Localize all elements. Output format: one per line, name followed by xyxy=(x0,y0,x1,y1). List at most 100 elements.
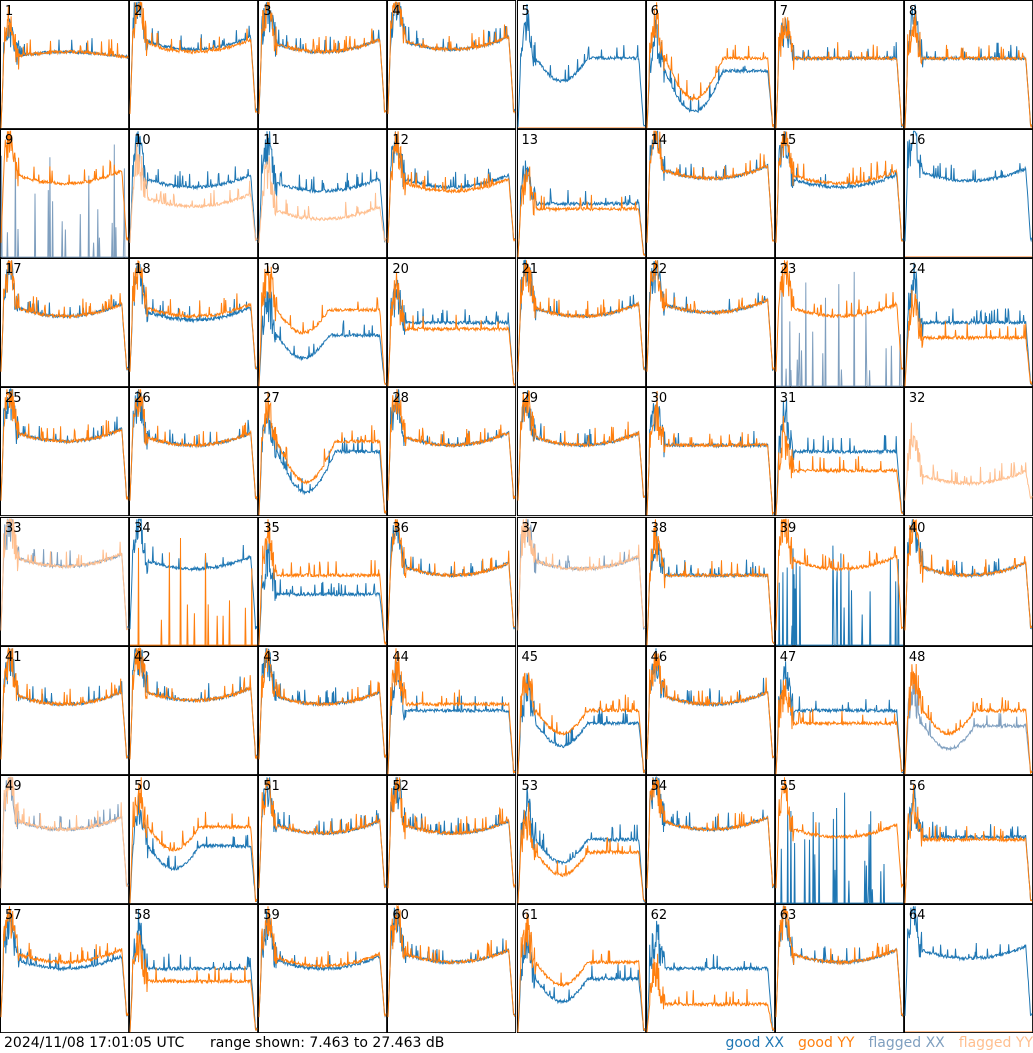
tile-frame xyxy=(645,0,775,130)
antenna-tile-13 xyxy=(516,129,646,259)
tile-frame xyxy=(903,129,1033,259)
antenna-tile-49 xyxy=(0,774,130,904)
tile-frame xyxy=(0,387,130,517)
antenna-tile-22 xyxy=(645,258,775,388)
yy-series xyxy=(775,518,904,630)
antenna-tile-30 xyxy=(645,387,775,517)
tile-frame xyxy=(0,516,130,646)
xx-series xyxy=(387,280,516,387)
antenna-tile-61 xyxy=(516,903,646,1033)
antenna-tile-63 xyxy=(774,903,904,1033)
xx-series xyxy=(775,792,903,904)
yy-series xyxy=(0,776,129,889)
xx-series xyxy=(517,786,645,903)
yy-series xyxy=(646,260,775,372)
yy-series xyxy=(129,777,258,903)
antenna-tile-12 xyxy=(387,129,517,259)
xx-series xyxy=(129,131,258,242)
antenna-tile-6 xyxy=(645,0,775,130)
tile-frame xyxy=(774,516,904,646)
yy-series xyxy=(646,518,775,645)
xx-series xyxy=(517,928,645,1032)
antenna-tile-11 xyxy=(258,129,388,259)
xx-series xyxy=(129,264,258,371)
antenna-tile-8 xyxy=(903,0,1033,130)
yy-series xyxy=(129,260,258,372)
tile-frame xyxy=(516,258,646,388)
antenna-tile-39 xyxy=(774,516,904,646)
tile-frame xyxy=(516,387,646,517)
yy-series xyxy=(0,389,129,501)
yy-series xyxy=(387,1,516,114)
yy-series xyxy=(387,272,516,387)
yy-series xyxy=(0,130,129,243)
antenna-tile-47 xyxy=(774,645,904,775)
tile-frame xyxy=(903,516,1033,646)
antenna-tile-9 xyxy=(0,129,130,259)
antenna-tile-17 xyxy=(0,258,130,388)
antenna-tile-26 xyxy=(129,387,259,517)
xx-series xyxy=(904,130,1033,243)
tile-frame xyxy=(387,516,517,646)
tile-frame xyxy=(516,129,646,259)
xx-series xyxy=(0,144,129,258)
tile-frame xyxy=(129,387,259,517)
tile-frame xyxy=(903,903,1033,1033)
yy-series xyxy=(775,777,904,888)
xx-series xyxy=(646,130,774,242)
antenna-tile-27 xyxy=(258,387,388,517)
tile-frame xyxy=(387,258,517,388)
antenna-tile-19 xyxy=(258,258,388,388)
tile-frame xyxy=(0,129,130,259)
xx-series xyxy=(0,907,129,1017)
tile-frame xyxy=(774,387,904,517)
antenna-tile-28 xyxy=(387,387,517,517)
yy-series xyxy=(258,266,387,387)
tile-frame xyxy=(903,0,1033,130)
xx-series xyxy=(258,1,387,113)
xx-series xyxy=(904,906,1033,1016)
antenna-tile-25 xyxy=(0,387,130,517)
tile-frame xyxy=(129,903,259,1033)
yy-series xyxy=(258,1,387,114)
antenna-tile-55 xyxy=(774,774,904,904)
xx-series xyxy=(129,518,258,629)
xx-series xyxy=(646,647,775,759)
xx-series xyxy=(129,1,258,114)
antenna-tile-37 xyxy=(516,516,646,646)
xx-series xyxy=(775,18,904,128)
tile-frame xyxy=(516,903,646,1033)
yy-series xyxy=(0,646,129,760)
tile-frame xyxy=(129,129,259,259)
tile-frame xyxy=(645,774,775,904)
antenna-tile-16 xyxy=(903,129,1033,259)
tile-frame xyxy=(903,387,1033,517)
tile-frame xyxy=(774,645,904,775)
antenna-tile-18 xyxy=(129,258,259,388)
yy-series xyxy=(904,663,1033,774)
xx-series xyxy=(387,131,516,242)
tile-frame xyxy=(774,129,904,259)
antenna-tile-3 xyxy=(258,0,388,130)
yy-series xyxy=(775,16,904,129)
xx-series xyxy=(258,131,387,244)
xx-series xyxy=(387,660,516,775)
antenna-tile-43 xyxy=(258,645,388,775)
xx-series xyxy=(904,262,1033,387)
tile-frame xyxy=(129,516,259,646)
antenna-tile-64 xyxy=(903,903,1033,1033)
yy-series xyxy=(517,912,646,1032)
xx-series xyxy=(258,409,387,515)
antenna-tile-23 xyxy=(774,258,904,388)
tile-frame xyxy=(129,258,259,388)
yy-series xyxy=(387,776,516,889)
tile-frame xyxy=(129,0,259,130)
yy-series xyxy=(258,647,387,759)
antenna-tile-10 xyxy=(129,129,259,259)
xx-series xyxy=(775,272,903,387)
xx-series xyxy=(646,401,774,517)
tile-frame xyxy=(387,387,517,517)
legend: good XX good YY flagged XX flagged YY xyxy=(711,1033,1033,1053)
yy-series xyxy=(775,260,904,372)
